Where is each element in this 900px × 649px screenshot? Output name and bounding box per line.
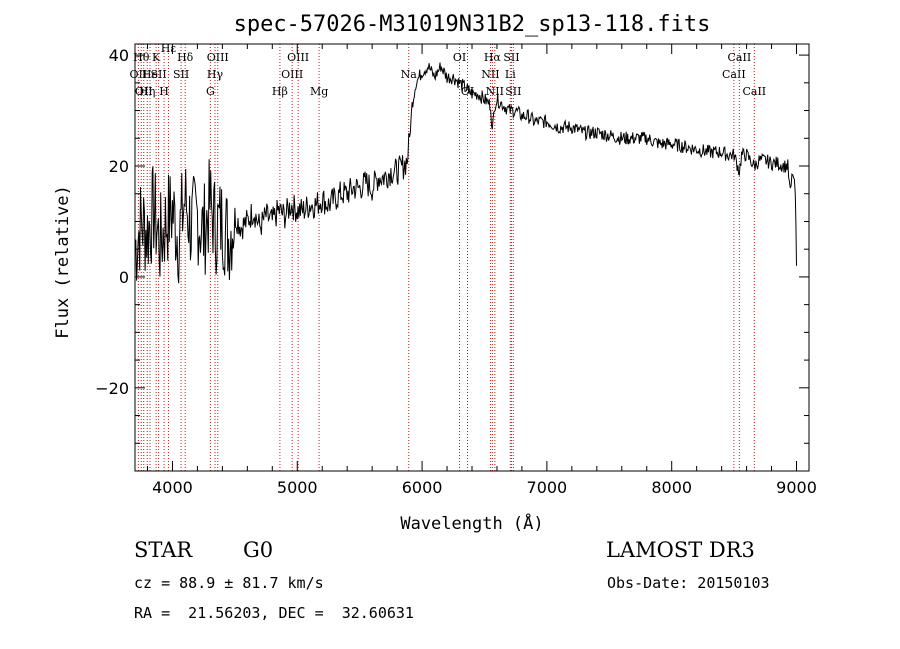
line-marker-label: Hα <box>484 51 502 64</box>
line-marker-label: CaII <box>722 68 746 81</box>
y-tick-label: 20 <box>109 157 129 176</box>
line-marker-label: SII <box>150 68 166 81</box>
line-marker-label: OI <box>461 85 474 98</box>
y-tick-label: 0 <box>119 268 129 287</box>
line-marker-label: OII <box>130 68 148 81</box>
line-marker-label: Hδ <box>177 51 194 64</box>
line-marker-label: Hθ <box>133 51 150 64</box>
line-marker-label: NII <box>481 68 499 81</box>
line-marker-label: Mg <box>310 85 328 98</box>
line-marker-label: NII <box>486 85 504 98</box>
line-marker-label: CaII <box>742 85 766 98</box>
line-marker-label: Hη <box>139 85 155 98</box>
line-marker-label: OII <box>135 85 153 98</box>
line-marker-label: K <box>152 51 161 64</box>
redshift-velocity: cz = 88.9 ± 81.7 km/s <box>134 574 324 592</box>
line-marker-label: Hβ <box>272 85 288 98</box>
chart-title: spec-57026-M31019N31B2_sp13-118.fits <box>234 12 711 37</box>
line-marker-label: OIII <box>287 51 309 64</box>
x-tick-label: 4000 <box>152 478 193 497</box>
sky-coordinates: RA = 21.56203, DEC = 32.60631 <box>134 604 414 622</box>
y-tick-label: 40 <box>109 46 129 65</box>
line-marker-label: CaII <box>728 51 752 64</box>
line-marker-label: Hγ <box>207 68 224 81</box>
line-marker-label: OIII <box>207 51 229 64</box>
survey-name: LAMOST DR3 <box>606 538 755 562</box>
axes: 4000 5000 6000 7000 8000 9000 −20 0 20 40 <box>95 44 817 497</box>
line-marker-label: OI <box>453 51 466 64</box>
line-marker-label: H <box>159 85 169 98</box>
plot-frame <box>134 43 810 472</box>
line-marker-label: Li <box>505 68 516 81</box>
line-marker-label: G <box>206 85 215 98</box>
observation-date: Obs-Date: 20150103 <box>607 574 770 592</box>
x-tick-label: 9000 <box>776 478 817 497</box>
y-tick-label: −20 <box>95 379 129 398</box>
line-marker-label: OIII <box>281 68 303 81</box>
y-axis-label: Flux (relative) <box>53 185 73 339</box>
line-marker-label: SII <box>173 68 189 81</box>
spectral-line-markers: OIIHθOIIHηHeKSIIHHεHδSIIGHγOIIIHβOIIIOII… <box>130 42 766 471</box>
x-tick-label: 6000 <box>402 478 443 497</box>
object-class: STAR <box>134 538 193 562</box>
x-tick-label: 7000 <box>527 478 568 497</box>
object-subclass: G0 <box>243 538 274 562</box>
line-marker-label: SII <box>505 85 521 98</box>
line-marker-label: Na <box>401 68 418 81</box>
spectrum-trace <box>134 62 797 284</box>
line-marker-label: He <box>142 68 158 81</box>
x-tick-label: 8000 <box>651 478 692 497</box>
x-tick-label: 5000 <box>277 478 318 497</box>
x-axis-label: Wavelength (Å) <box>400 512 543 534</box>
series-line-spectrum <box>134 62 797 284</box>
line-marker-label: SII <box>503 51 519 64</box>
